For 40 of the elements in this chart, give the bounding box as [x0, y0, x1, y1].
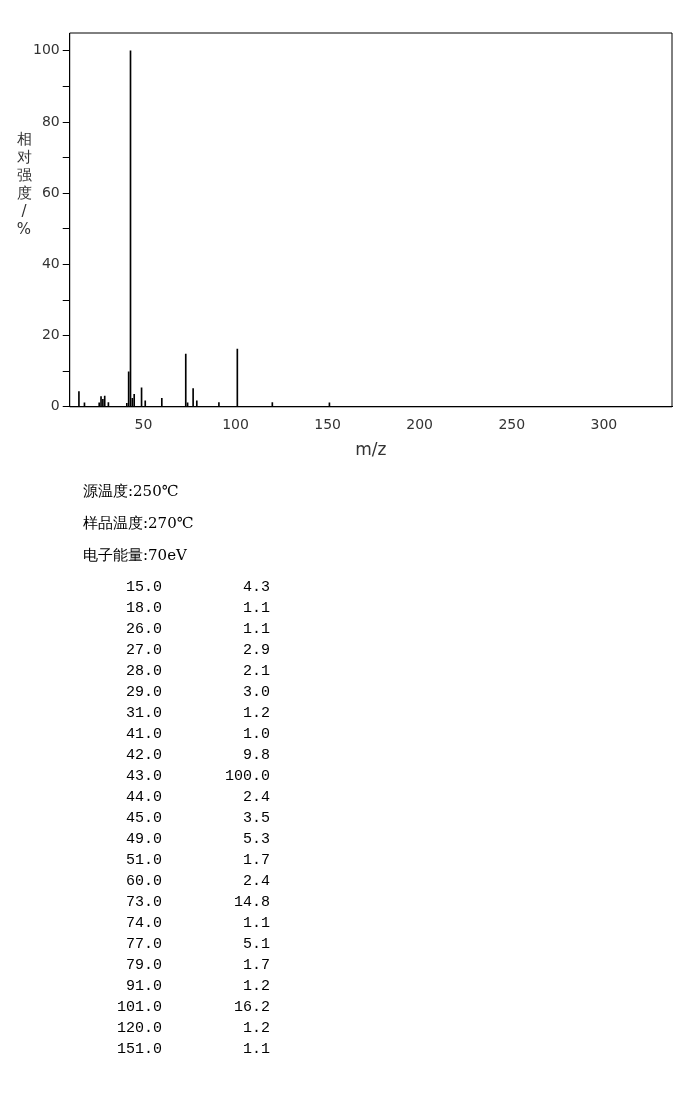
y-tick-label: 100	[32, 41, 60, 58]
text: 49.0 5.3	[125, 830, 271, 850]
text: 28.0 2.1	[125, 662, 271, 682]
y-tick-label: 60	[41, 183, 60, 200]
x-tick-label: 100	[222, 415, 249, 432]
text: 79.0 1.7	[125, 956, 271, 976]
text: 源温度:250℃	[83, 481, 180, 502]
text: 51.0 1.7	[125, 851, 271, 871]
text: 26.0 1.1	[125, 620, 271, 640]
x-tick-label: 200	[406, 415, 434, 432]
x-tick-label: 150	[314, 415, 341, 432]
text: 101.0 16.2	[116, 998, 271, 1018]
y-tick-label: 80	[41, 112, 60, 129]
text: 样品温度:270℃	[83, 513, 195, 534]
text: 43.0 100.0	[125, 767, 271, 787]
text: 120.0 1.2	[116, 1019, 271, 1039]
y-axis-title: 相对强度/%	[15, 130, 33, 238]
text: 15.0 4.3	[125, 578, 271, 598]
text: 42.0 9.8	[125, 746, 271, 766]
text: 18.0 1.1	[125, 599, 271, 619]
text: 44.0 2.4	[125, 788, 271, 808]
text: 29.0 3.0	[125, 683, 271, 703]
y-tick-label: 0	[50, 397, 60, 414]
x-tick-label: 50	[134, 415, 153, 432]
text: 31.0 1.2	[125, 704, 271, 724]
text: 电子能量:70eV	[83, 545, 188, 566]
text: 91.0 1.2	[125, 977, 271, 997]
text: 73.0 14.8	[125, 893, 271, 913]
x-axis-title: m/z	[355, 439, 387, 460]
text: 45.0 3.5	[125, 809, 271, 829]
text: 41.0 1.0	[125, 725, 271, 745]
text: 60.0 2.4	[125, 872, 271, 892]
text: 77.0 5.1	[125, 935, 271, 955]
x-tick-label: 250	[498, 415, 526, 432]
y-tick-label: 40	[41, 255, 60, 272]
text: 74.0 1.1	[125, 914, 271, 934]
text: 27.0 2.9	[125, 641, 271, 661]
text: 151.0 1.1	[116, 1040, 271, 1060]
y-tick-label: 20	[41, 326, 60, 343]
x-tick-label: 300	[590, 415, 618, 432]
